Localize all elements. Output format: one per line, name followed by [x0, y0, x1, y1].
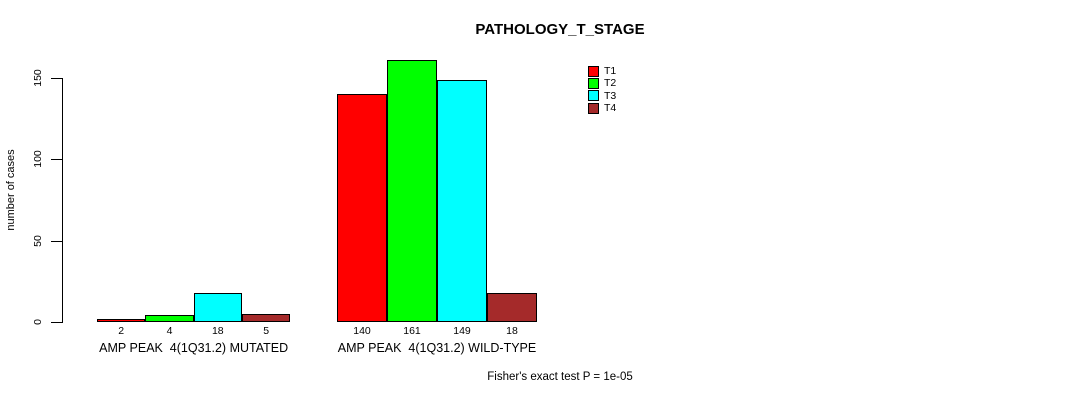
bar-t1-group2: [337, 94, 387, 322]
legend-swatch-t1: [588, 65, 599, 77]
legend-label: T1: [604, 64, 617, 77]
y-tick-label: 150: [32, 69, 44, 87]
y-axis-tick: [51, 240, 62, 242]
legend-item-t4: T4: [588, 102, 616, 114]
category-label: AMP PEAK 4(1Q31.2) MUTATED: [99, 340, 289, 355]
bar-t3-group2: [437, 79, 487, 322]
bar-t3-group1: [193, 292, 242, 322]
y-axis-tick: [51, 322, 62, 323]
category-label: AMP PEAK 4(1Q31.2) WILD-TYPE: [337, 340, 537, 355]
legend-label: T3: [604, 89, 617, 102]
bar-value-label: 161: [403, 324, 421, 337]
legend: T1 T2 T3 T4: [588, 65, 616, 115]
bar-value-label: 140: [353, 324, 371, 337]
bar-t4-group1: [241, 313, 291, 322]
bar-value-label: 5: [263, 324, 270, 337]
statistical-test-note: Fisher's exact test P = 1e-05: [487, 371, 633, 383]
y-axis-line: [62, 78, 63, 323]
bar-value-label: 4: [166, 324, 173, 337]
legend-swatch-t2: [588, 78, 599, 90]
bar-value-label: 149: [453, 324, 471, 337]
legend-item-t2: T2: [588, 77, 617, 90]
y-tick-label: 50: [32, 234, 44, 247]
bar-value-label: 18: [211, 324, 224, 337]
legend-label: T4: [604, 102, 617, 115]
legend-label: T2: [604, 77, 617, 90]
y-tick-label: 100: [32, 150, 44, 169]
bar-t2-group1: [145, 315, 194, 322]
legend-swatch-t4: [588, 102, 599, 114]
bar-value-label: 18: [506, 324, 518, 337]
bar-t4-group2: [487, 292, 537, 322]
y-axis-label: number of cases: [5, 149, 17, 231]
bar-t2-group2: [387, 60, 437, 322]
legend-item-t1: T1: [588, 65, 616, 77]
y-tick-label: 0: [32, 319, 44, 325]
bar-t1-group1: [97, 318, 146, 322]
bar-value-label: 2: [118, 324, 125, 337]
chart-title: PATHOLOGY_T_STAGE: [475, 21, 645, 38]
y-axis-tick: [51, 159, 62, 161]
legend-item-t3: T3: [588, 90, 616, 102]
y-axis-tick: [51, 78, 62, 79]
legend-swatch-t3: [588, 90, 599, 102]
